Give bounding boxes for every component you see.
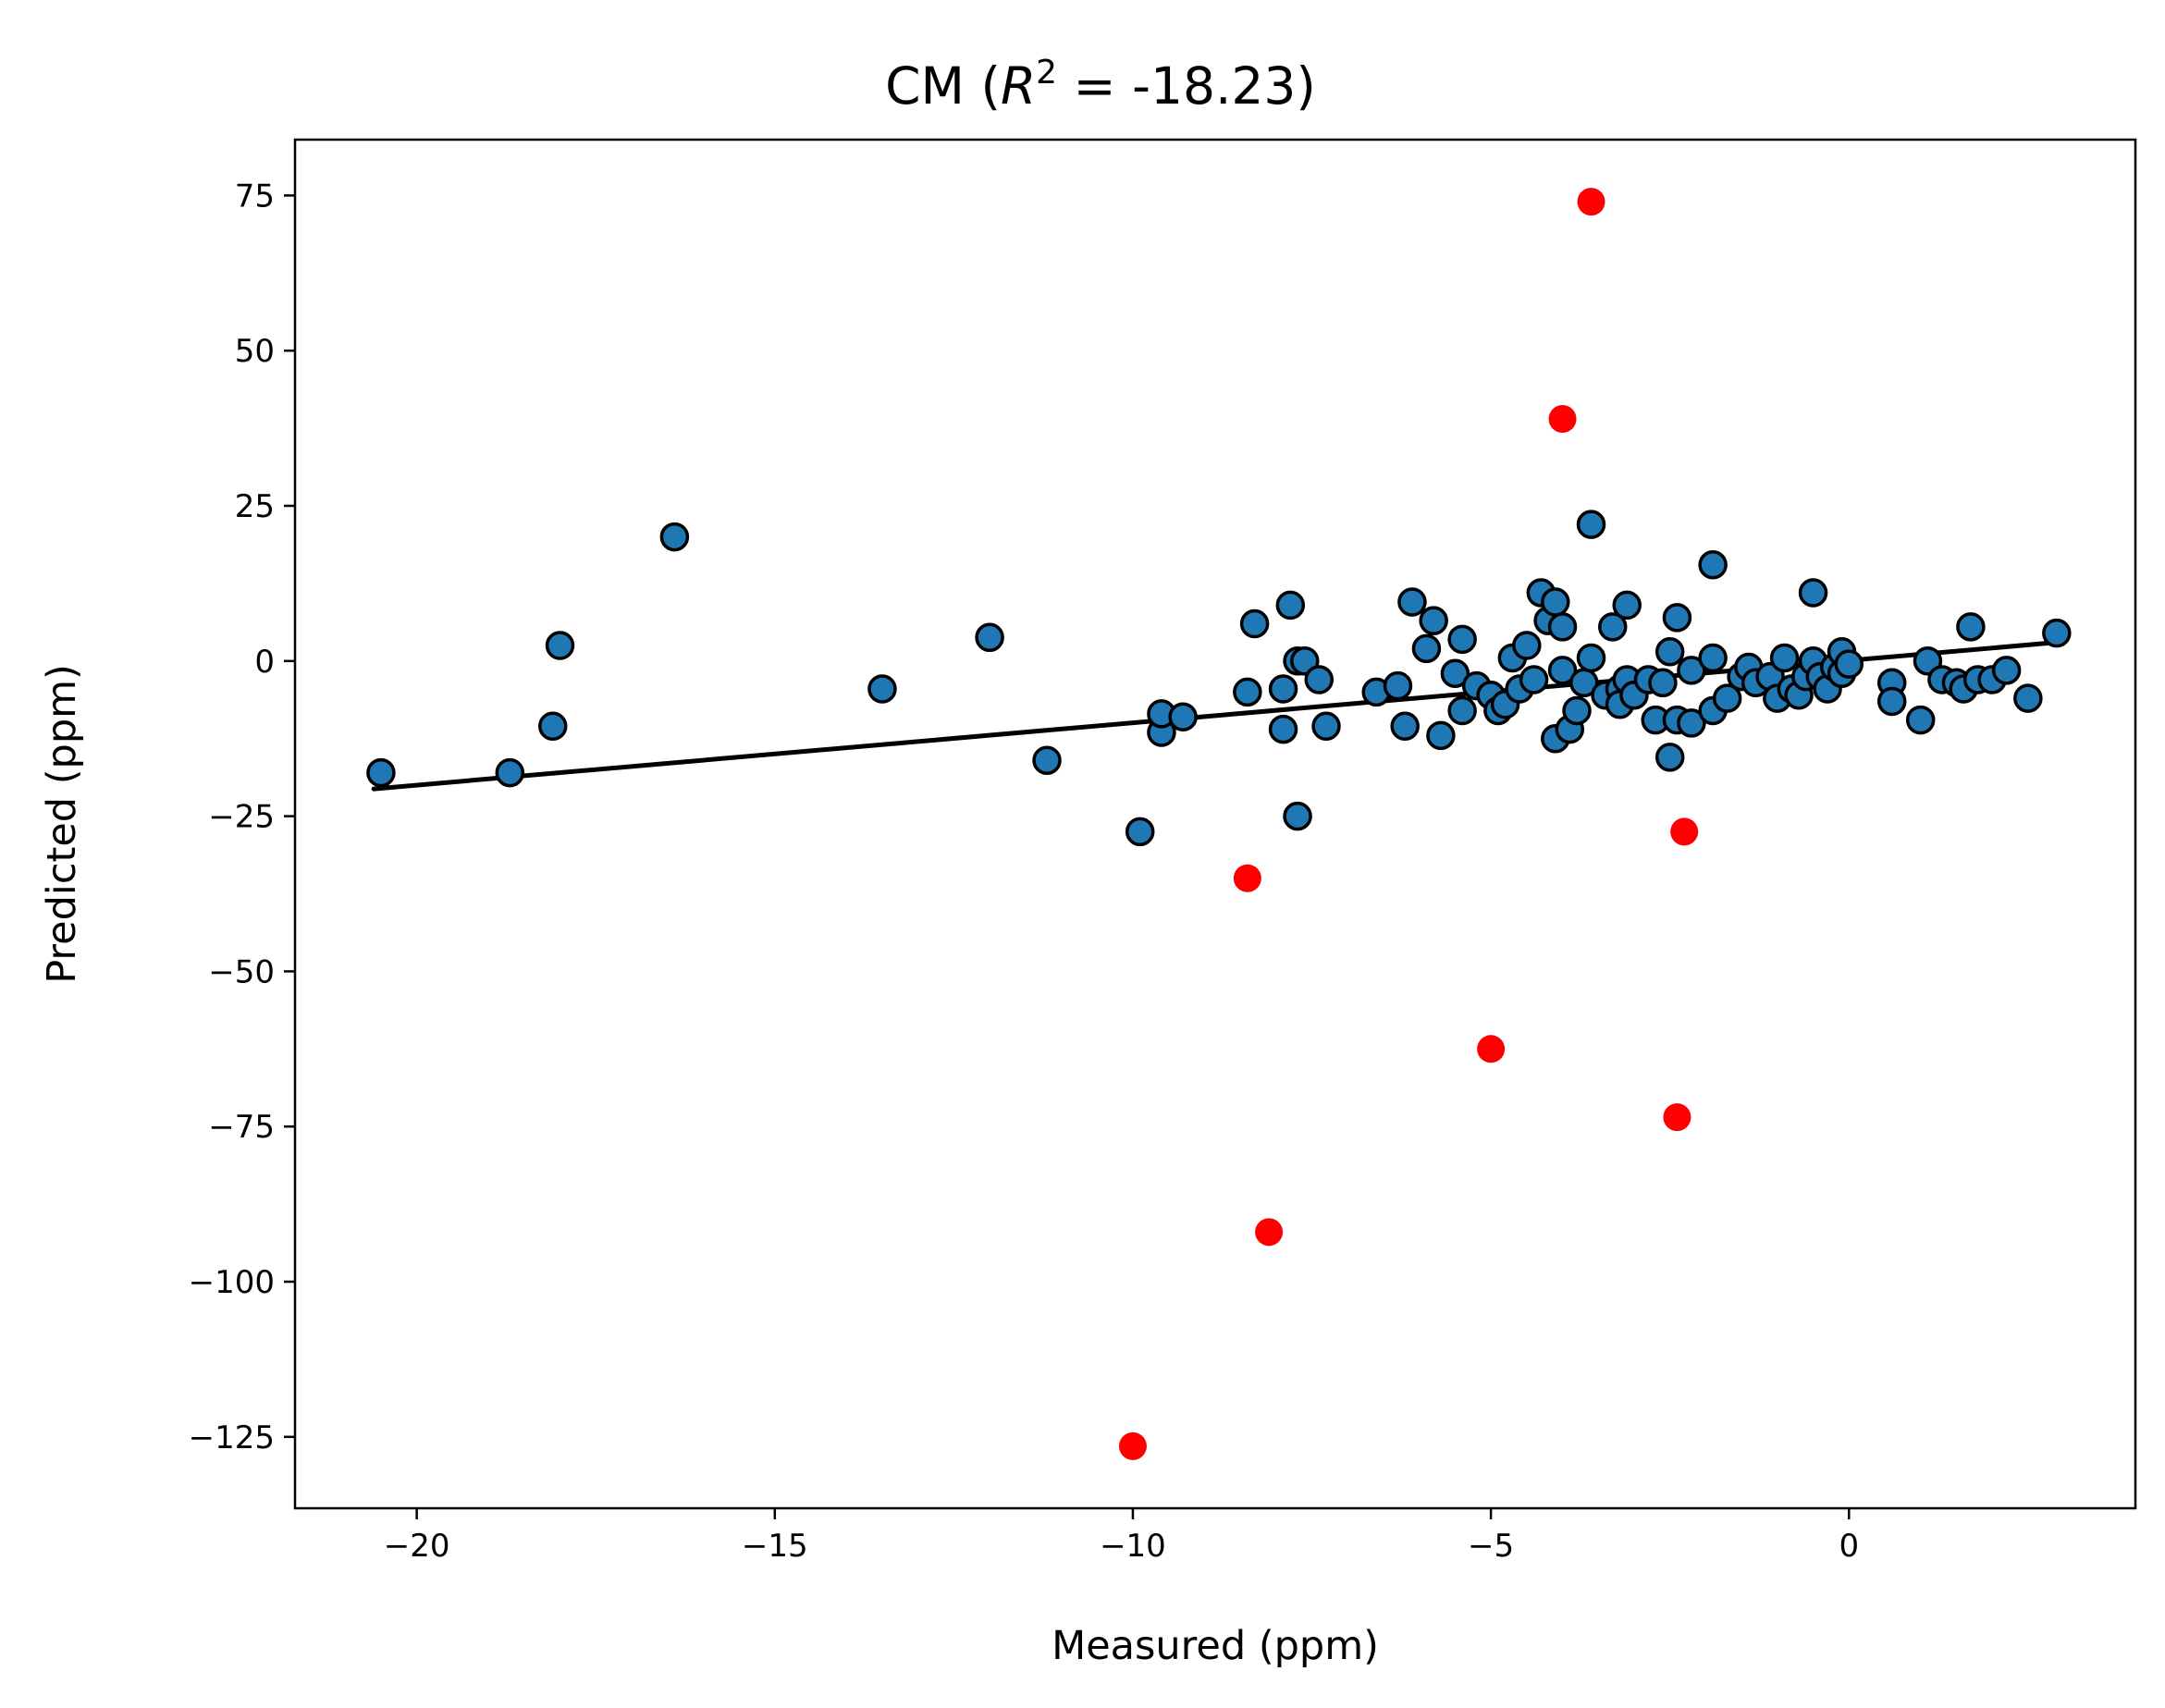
inlier-point bbox=[1562, 695, 1592, 726]
inlier-point bbox=[1648, 668, 1678, 698]
y-tick-label: −75 bbox=[208, 1109, 275, 1146]
inlier-point bbox=[1662, 603, 1692, 633]
inlier-point bbox=[1677, 708, 1706, 738]
inlier-point bbox=[1032, 745, 1062, 775]
inlier-point bbox=[1655, 636, 1685, 667]
inlier-point bbox=[1426, 720, 1456, 751]
y-tick-label: −25 bbox=[208, 799, 275, 836]
title-prefix: CM ( bbox=[885, 56, 1001, 116]
outlier-point bbox=[1663, 1103, 1691, 1132]
inlier-point bbox=[1125, 817, 1155, 847]
x-tick-label: −10 bbox=[1100, 1528, 1166, 1565]
inlier-point bbox=[1905, 705, 1936, 735]
outlier-point bbox=[1548, 405, 1577, 434]
inlier-point bbox=[1956, 612, 1986, 642]
x-tick-label: −5 bbox=[1468, 1528, 1514, 1565]
inlier-point bbox=[1991, 656, 2022, 685]
inlier-point bbox=[1698, 643, 1728, 673]
y-tick-label: −100 bbox=[189, 1264, 275, 1301]
title-superscript: 2 bbox=[1036, 54, 1057, 92]
inlier-point bbox=[867, 674, 897, 704]
inlier-point bbox=[1311, 711, 1341, 742]
inlier-point bbox=[1233, 677, 1262, 707]
plot-frame bbox=[293, 138, 2137, 1510]
inlier-point bbox=[1268, 714, 1298, 744]
inlier-point bbox=[2013, 683, 2043, 713]
inlier-points bbox=[366, 510, 2072, 847]
inlier-point bbox=[1304, 665, 1335, 694]
inlier-point bbox=[1447, 695, 1477, 726]
x-axis-ticks: −20 −15 −10 −5 0 bbox=[384, 1508, 1859, 1565]
outlier-point bbox=[1477, 1035, 1506, 1063]
inlier-point bbox=[1612, 590, 1642, 621]
inlier-point bbox=[659, 522, 690, 552]
inlier-point bbox=[1769, 643, 1800, 673]
inlier-point bbox=[1712, 683, 1742, 713]
outlier-point bbox=[1255, 1218, 1284, 1247]
inlier-point bbox=[1168, 702, 1198, 731]
inlier-point bbox=[1275, 590, 1306, 621]
x-tick-label: 0 bbox=[1839, 1528, 1859, 1565]
inlier-point bbox=[1268, 674, 1298, 704]
outlier-points bbox=[1118, 188, 1699, 1460]
inlier-point bbox=[1576, 510, 1606, 539]
x-axis-label: Measured (ppm) bbox=[1052, 1623, 1379, 1669]
inlier-point bbox=[495, 757, 525, 788]
inlier-point bbox=[1419, 606, 1448, 635]
inlier-point bbox=[1283, 801, 1312, 831]
inlier-point bbox=[1597, 612, 1628, 642]
inlier-point bbox=[1576, 643, 1606, 673]
x-tick-label: −20 bbox=[384, 1528, 450, 1565]
outlier-point bbox=[1577, 188, 1605, 216]
y-tick-label: 25 bbox=[235, 488, 275, 525]
inlier-point bbox=[1512, 631, 1542, 660]
inlier-point bbox=[1541, 587, 1570, 617]
y-tick-label: 50 bbox=[235, 333, 275, 370]
y-axis-label: Predicted (ppm) bbox=[39, 664, 85, 984]
inlier-point bbox=[1383, 670, 1413, 701]
inlier-point bbox=[538, 711, 568, 742]
inlier-point bbox=[1239, 608, 1270, 639]
outlier-point bbox=[1233, 864, 1261, 892]
x-tick-label: −15 bbox=[742, 1528, 808, 1565]
inlier-point bbox=[1547, 656, 1578, 685]
inlier-point bbox=[545, 631, 575, 660]
inlier-point bbox=[2042, 618, 2072, 648]
y-tick-label: −125 bbox=[189, 1419, 275, 1456]
inlier-point bbox=[1519, 665, 1549, 694]
inlier-point bbox=[1655, 743, 1685, 772]
outlier-point bbox=[1118, 1432, 1147, 1460]
inlier-point bbox=[366, 757, 396, 788]
y-tick-label: −50 bbox=[208, 953, 275, 990]
inlier-point bbox=[1677, 656, 1706, 685]
inlier-point bbox=[975, 622, 1004, 653]
inlier-point bbox=[1397, 587, 1427, 617]
title-suffix: = -18.23) bbox=[1057, 56, 1316, 116]
y-tick-label: 75 bbox=[235, 178, 275, 215]
inlier-point bbox=[1876, 686, 1907, 717]
outlier-point bbox=[1670, 817, 1699, 846]
inlier-point bbox=[1698, 550, 1728, 580]
chart-title: CM (R2 = -18.23) bbox=[885, 54, 1316, 116]
y-axis-ticks: 75 50 25 0 −25 −50 −75 −100 −125 bbox=[189, 178, 295, 1456]
plot-area bbox=[295, 140, 2135, 1508]
inlier-point bbox=[1440, 658, 1470, 688]
inlier-point bbox=[1411, 633, 1442, 664]
inlier-point bbox=[1798, 578, 1828, 608]
inlier-point bbox=[1834, 649, 1864, 679]
y-tick-label: 0 bbox=[254, 644, 275, 681]
inlier-point bbox=[1390, 711, 1420, 742]
inlier-point bbox=[1547, 612, 1578, 642]
inlier-point bbox=[1447, 624, 1477, 655]
title-r-symbol: R bbox=[1001, 56, 1036, 116]
